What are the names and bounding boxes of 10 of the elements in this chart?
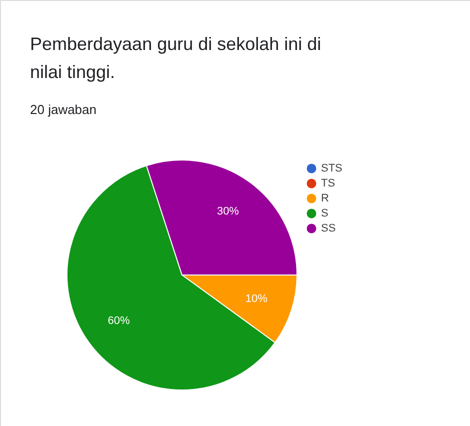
legend-label: S (321, 208, 328, 220)
data-label: 60% (108, 314, 130, 327)
data-label: 10% (245, 293, 268, 306)
legend-label: STS (321, 162, 342, 174)
chart-title: Pemberdayaan guru di sekolah ini di nilai tinggi. (30, 34, 322, 82)
legend-label: TS (321, 178, 336, 190)
legend-label: SS (321, 222, 336, 234)
data-label: 30% (216, 206, 240, 218)
legend-label: R (321, 192, 329, 204)
chart-subtitle: 20 jawaban (30, 102, 96, 117)
